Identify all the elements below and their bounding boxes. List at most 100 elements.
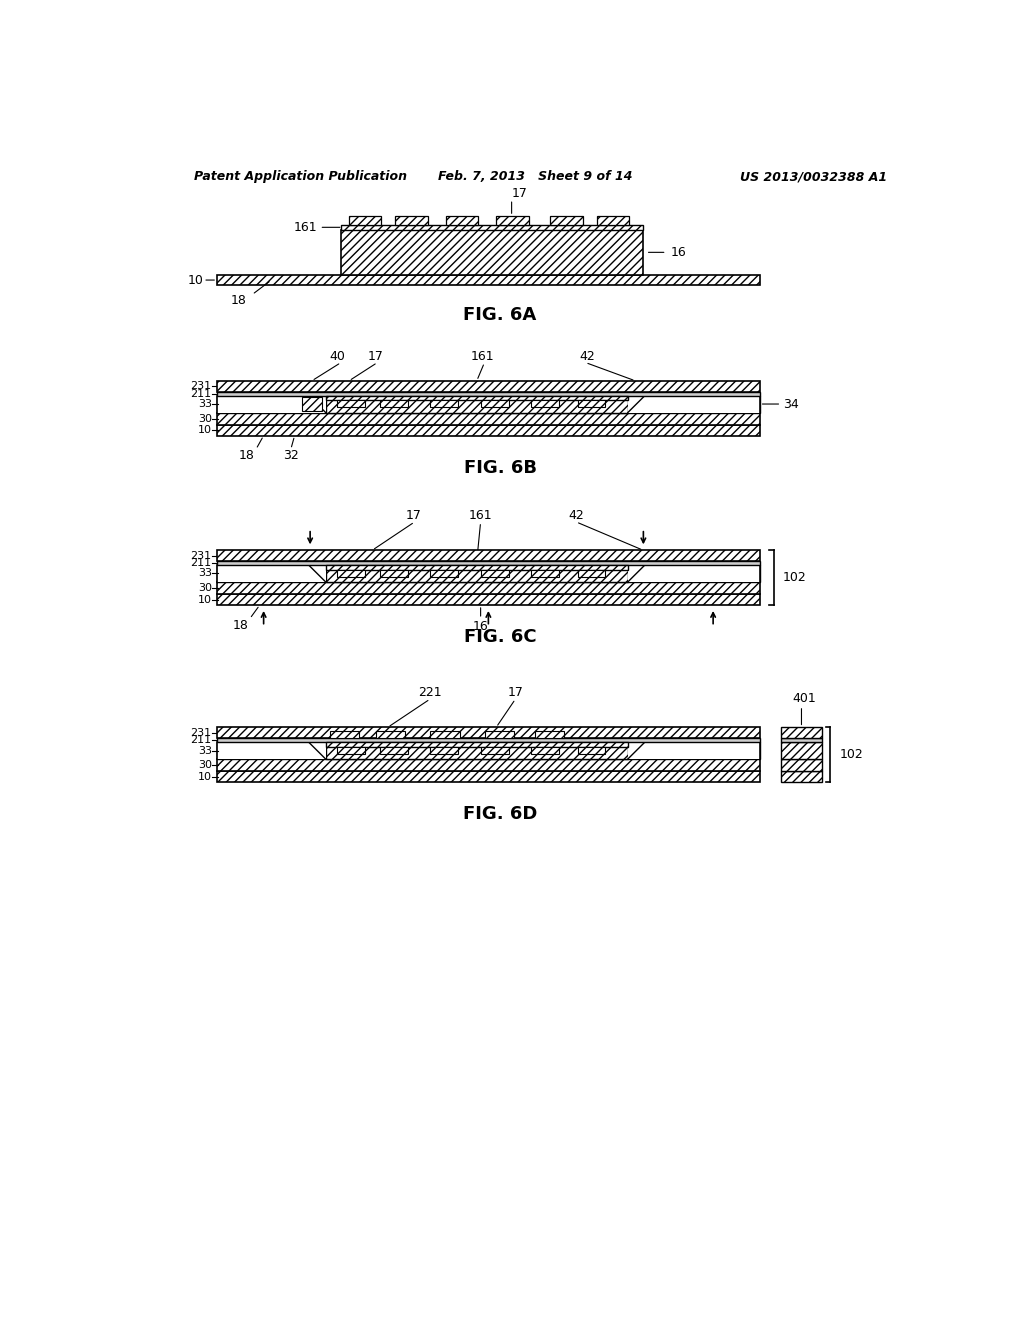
Bar <box>217 771 760 781</box>
Text: 221: 221 <box>419 686 442 700</box>
Text: 10: 10 <box>198 425 212 436</box>
Bar <box>217 742 326 759</box>
Bar <box>217 392 760 396</box>
Text: 161: 161 <box>469 510 493 523</box>
Text: 17: 17 <box>368 350 384 363</box>
Bar <box>376 730 406 738</box>
Bar <box>337 747 366 754</box>
Bar <box>628 742 760 759</box>
Bar <box>480 400 509 407</box>
Text: 211: 211 <box>190 388 212 399</box>
Bar <box>217 727 760 738</box>
Bar <box>217 738 760 742</box>
Bar <box>535 730 564 738</box>
Text: 10: 10 <box>198 594 212 605</box>
Bar <box>326 396 628 412</box>
Text: 18: 18 <box>232 619 248 631</box>
Bar <box>445 216 478 224</box>
Bar <box>217 396 760 412</box>
Bar <box>326 742 628 747</box>
Bar <box>217 561 760 565</box>
Text: FIG. 6A: FIG. 6A <box>464 306 537 323</box>
Bar <box>217 742 760 759</box>
Text: 32: 32 <box>283 449 299 462</box>
Bar <box>578 747 605 754</box>
Bar <box>341 230 643 275</box>
Bar <box>326 742 628 759</box>
Bar <box>531 400 559 407</box>
Bar <box>597 216 630 224</box>
Bar <box>496 216 528 224</box>
Text: 161: 161 <box>471 350 495 363</box>
Bar <box>781 771 821 781</box>
Bar <box>330 730 359 738</box>
Text: FIG. 6B: FIG. 6B <box>464 459 537 477</box>
Text: 33: 33 <box>198 399 212 409</box>
Bar <box>217 425 760 436</box>
Text: 16: 16 <box>473 620 488 634</box>
Bar <box>380 400 408 407</box>
Bar <box>578 570 605 577</box>
Bar <box>217 550 760 561</box>
Text: 17: 17 <box>508 686 523 700</box>
Text: 42: 42 <box>568 510 584 523</box>
Bar <box>217 413 760 425</box>
Text: 231: 231 <box>190 727 212 738</box>
Bar <box>217 594 760 605</box>
Text: FIG. 6D: FIG. 6D <box>463 805 538 824</box>
Bar <box>217 381 760 392</box>
Bar <box>430 570 458 577</box>
Bar <box>337 570 366 577</box>
Bar <box>326 565 628 582</box>
Text: 18: 18 <box>239 449 255 462</box>
Text: 211: 211 <box>190 558 212 568</box>
Text: Patent Application Publication: Patent Application Publication <box>194 170 407 183</box>
Text: 17: 17 <box>406 510 421 523</box>
Text: FIG. 6C: FIG. 6C <box>464 628 537 647</box>
Bar <box>628 565 760 582</box>
Text: 231: 231 <box>190 550 212 561</box>
Bar <box>430 400 458 407</box>
Bar <box>628 396 760 412</box>
Bar <box>531 570 559 577</box>
Text: 10: 10 <box>198 772 212 781</box>
Text: 30: 30 <box>198 413 212 424</box>
Bar <box>326 565 628 570</box>
Text: 18: 18 <box>230 294 247 308</box>
Bar <box>480 747 509 754</box>
Bar <box>781 759 821 771</box>
Bar <box>217 582 760 594</box>
Text: US 2013/0032388 A1: US 2013/0032388 A1 <box>740 170 888 183</box>
Text: 161: 161 <box>294 220 317 234</box>
Text: 10: 10 <box>187 273 204 286</box>
Text: 17: 17 <box>511 186 527 199</box>
Text: 34: 34 <box>782 397 799 411</box>
Bar <box>781 742 821 759</box>
Bar <box>349 216 381 224</box>
Bar <box>341 224 643 230</box>
Bar <box>380 747 408 754</box>
Bar <box>550 216 583 224</box>
Bar <box>480 570 509 577</box>
Bar <box>395 216 428 224</box>
Bar <box>326 396 628 400</box>
Bar <box>781 727 821 738</box>
Bar <box>337 400 366 407</box>
Bar <box>578 400 605 407</box>
Bar <box>217 565 760 582</box>
Bar <box>484 730 514 738</box>
Text: 40: 40 <box>330 350 345 363</box>
Text: 42: 42 <box>579 350 595 363</box>
Text: 211: 211 <box>190 735 212 744</box>
Bar <box>302 397 322 411</box>
Bar <box>531 747 559 754</box>
Text: Feb. 7, 2013   Sheet 9 of 14: Feb. 7, 2013 Sheet 9 of 14 <box>438 170 633 183</box>
Bar <box>430 747 458 754</box>
Bar <box>380 570 408 577</box>
Bar <box>217 759 760 771</box>
Text: 102: 102 <box>840 748 863 762</box>
Bar <box>430 730 460 738</box>
Bar <box>217 396 326 412</box>
Bar <box>781 738 821 742</box>
Text: 33: 33 <box>198 746 212 755</box>
